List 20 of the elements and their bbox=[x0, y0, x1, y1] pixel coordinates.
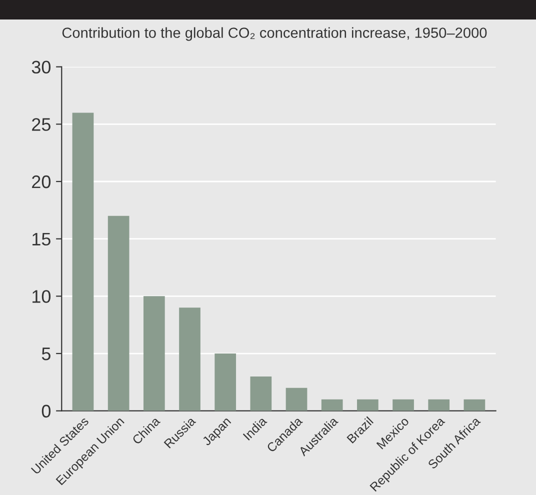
bar bbox=[286, 388, 308, 411]
chart-title: Contribution to the global CO₂ concentration increase, 1950–2000 bbox=[62, 27, 487, 41]
bar bbox=[250, 376, 272, 411]
bar bbox=[143, 296, 165, 411]
y-tick-label: 20 bbox=[32, 175, 51, 188]
y-tick-label: 25 bbox=[32, 118, 50, 131]
bar bbox=[179, 308, 200, 411]
bar bbox=[464, 399, 486, 411]
bar bbox=[72, 112, 94, 411]
bar bbox=[357, 399, 378, 411]
y-tick-label: 15 bbox=[32, 232, 50, 246]
y-tick-label: 30 bbox=[32, 60, 51, 74]
y-tick-label: 0 bbox=[42, 404, 51, 418]
bar bbox=[428, 399, 450, 411]
y-tick-label: 5 bbox=[42, 348, 50, 360]
bar bbox=[321, 399, 343, 411]
y-tick-label: 10 bbox=[32, 290, 51, 303]
bar bbox=[108, 216, 130, 411]
bar bbox=[392, 399, 414, 411]
bar bbox=[214, 354, 236, 411]
